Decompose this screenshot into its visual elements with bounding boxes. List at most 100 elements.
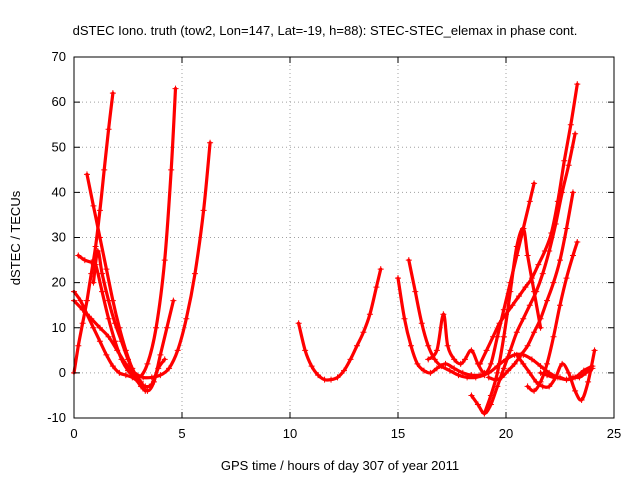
data-point	[537, 369, 544, 376]
data-point	[163, 324, 170, 331]
data-point	[531, 288, 538, 295]
data-point	[79, 306, 86, 313]
ticks: 0 5 10 15 20 25 -10 0 10 20 30 40 50 60 70	[47, 49, 621, 441]
data-point	[582, 369, 589, 376]
series-arc-13	[477, 81, 581, 367]
data-point	[401, 315, 408, 322]
data-point	[526, 198, 533, 205]
data-point	[505, 367, 512, 374]
data-point	[500, 365, 507, 372]
data-point	[125, 356, 131, 363]
data-point	[557, 257, 563, 264]
data-point	[116, 369, 123, 376]
data-point	[500, 306, 507, 313]
data-point	[315, 372, 322, 379]
series-line	[526, 240, 579, 393]
series-arc-7	[295, 266, 384, 383]
data-point	[77, 297, 84, 304]
data-point	[161, 356, 168, 363]
data-point	[112, 320, 119, 327]
data-point	[433, 347, 440, 354]
data-point	[114, 347, 121, 354]
data-point	[140, 374, 147, 381]
data-point	[520, 360, 527, 367]
data-point	[457, 360, 464, 367]
data-point	[172, 85, 179, 92]
data-point	[183, 315, 190, 322]
data-point	[548, 229, 555, 236]
data-point	[170, 297, 177, 304]
data-point	[511, 360, 518, 367]
data-point	[515, 293, 522, 300]
data-point	[461, 356, 468, 363]
data-point	[557, 302, 563, 309]
data-point	[550, 333, 557, 340]
data-point	[567, 121, 574, 128]
data-point	[485, 374, 492, 381]
data-point	[96, 338, 103, 345]
data-point	[557, 374, 563, 381]
data-point	[341, 367, 347, 374]
data-point	[200, 207, 207, 214]
data-point	[131, 369, 138, 376]
data-point	[425, 342, 432, 349]
data-point	[472, 374, 479, 381]
data-point	[144, 360, 151, 367]
data-point	[591, 347, 598, 354]
data-point	[464, 374, 471, 381]
data-point	[481, 369, 488, 376]
data-point	[522, 284, 529, 291]
data-point	[444, 342, 451, 349]
data-point	[537, 324, 544, 331]
data-point	[468, 347, 475, 354]
data-point	[487, 392, 494, 399]
data-point	[103, 351, 110, 358]
data-point	[295, 320, 302, 327]
data-point	[526, 369, 533, 376]
series-line	[76, 253, 147, 393]
data-point	[90, 202, 97, 209]
data-point	[157, 372, 164, 379]
data-point	[88, 315, 95, 322]
series-arc-6	[90, 248, 177, 394]
data-point	[474, 401, 481, 408]
data-point	[174, 347, 181, 354]
data-point	[537, 363, 544, 370]
y-tick-label: -10	[47, 410, 66, 425]
data-point	[418, 320, 425, 327]
series-arc-12	[481, 225, 544, 417]
data-point	[451, 365, 458, 372]
data-point	[90, 324, 97, 331]
data-point	[569, 252, 576, 259]
data-point	[105, 126, 112, 133]
data-point	[153, 324, 160, 331]
y-tick-label: 40	[52, 184, 66, 199]
y-tick-label: 60	[52, 94, 66, 109]
data-point	[490, 333, 497, 340]
data-point	[157, 351, 164, 358]
data-point	[433, 365, 440, 372]
data-point	[366, 311, 373, 318]
series-arc-9	[405, 257, 488, 381]
data-point	[507, 347, 514, 354]
series-line	[407, 258, 486, 380]
data-point	[513, 243, 520, 250]
data-point	[528, 275, 535, 282]
data-point	[554, 198, 561, 205]
data-point	[561, 157, 568, 164]
data-point	[101, 166, 108, 173]
y-tick-label: 70	[52, 49, 66, 64]
data-point	[446, 367, 453, 374]
data-point	[496, 320, 503, 327]
data-point	[109, 363, 116, 370]
data-point	[105, 297, 112, 304]
data-point	[207, 139, 214, 146]
data-point	[563, 376, 570, 383]
data-point	[377, 266, 384, 273]
data-point	[524, 252, 531, 259]
data-point	[79, 320, 86, 327]
data-point	[468, 392, 475, 399]
data-point	[122, 360, 129, 367]
data-point	[122, 372, 129, 379]
